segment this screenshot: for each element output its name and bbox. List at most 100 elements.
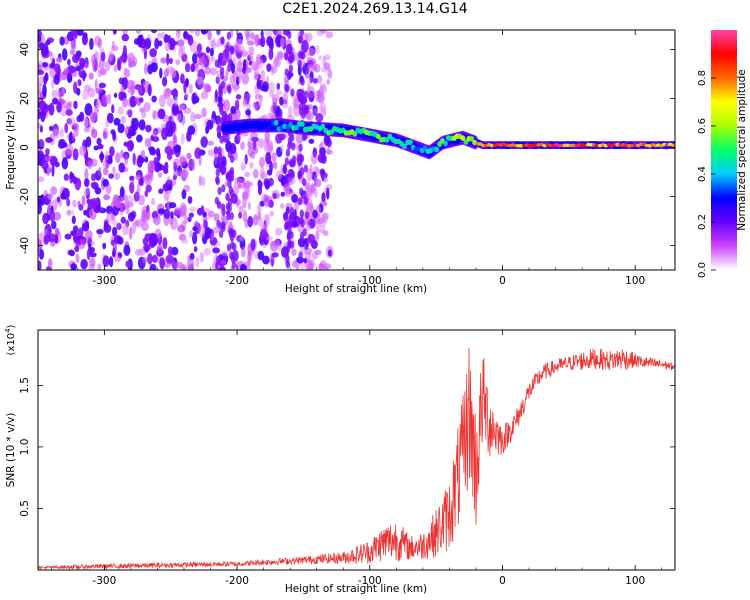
spectrogram-speckle: [38, 35, 42, 43]
spectrogram-speckle: [187, 258, 195, 270]
spectrogram-speckle: [60, 106, 68, 117]
spectrogram-streak: [216, 30, 221, 36]
spectrogram-streak: [218, 230, 224, 238]
snr-y-multiplier-close: ): [6, 324, 17, 328]
spectrogram-speckle: [158, 188, 164, 194]
spectrogram-speckle: [181, 238, 189, 244]
spectrogram-speckle: [83, 187, 90, 196]
spectrogram-speckle: [153, 216, 158, 223]
colorbar-tick-label: 0.8: [697, 70, 708, 86]
spectrogram-speckle: [72, 199, 77, 208]
spectrogram-speckle: [120, 149, 124, 159]
spectrogram-speckle: [41, 43, 49, 56]
spectrogram-streak: [290, 88, 295, 97]
spectrogram-speckle: [312, 209, 318, 219]
spectrogram-speckle: [163, 191, 170, 202]
spectrogram-streak: [284, 222, 289, 231]
spectrogram-streak: [217, 156, 222, 165]
spectrogram-speckle: [202, 55, 209, 68]
spectrogram-streak: [299, 154, 305, 163]
spectrogram-speckle: [157, 172, 163, 178]
spectrogram-streak: [287, 136, 293, 145]
spectrogram-speckle: [84, 103, 93, 116]
spectrogram-speckle: [126, 109, 133, 117]
spectrogram-streak: [285, 148, 291, 157]
spectrogram-speckle: [141, 222, 150, 232]
spectrogram-speckle: [75, 50, 82, 58]
spectrogram-speckle: [49, 125, 54, 132]
spectrogram-speckle: [127, 52, 135, 63]
spectrogram-speckle: [170, 89, 178, 96]
spectrogram-speckle: [102, 255, 110, 267]
spectrogram-speckle: [71, 209, 75, 216]
spectrogram-speckle: [280, 191, 285, 197]
spectrogram-speckle: [192, 53, 198, 64]
spectrogram-speckle: [138, 38, 147, 49]
spectrogram-speckle: [151, 210, 158, 220]
spectrogram-streak: [299, 187, 304, 196]
spectrogram-speckle: [238, 205, 244, 213]
spectrogram-speckle: [208, 210, 215, 218]
spectrogram-speckle: [108, 256, 114, 268]
spectrogram-speckle: [113, 92, 118, 98]
spectrogram-speckle: [163, 34, 169, 44]
spectrogram-speckle: [84, 84, 91, 92]
spectrogram-speckle: [242, 181, 247, 190]
spectrogram-speckle: [152, 130, 158, 138]
spectrogram-speckle: [63, 67, 69, 77]
spectrogram-speckle: [63, 173, 69, 181]
spectrogram-speckle: [66, 144, 74, 155]
spectrogram-ridge-core: [375, 133, 381, 140]
snr-panel: -300 -200 -100 0 100 0.5 1.0 1.5 Height of stra…: [4, 324, 676, 595]
spectrogram-speckle: [320, 102, 327, 115]
spectrogram-speckle: [310, 63, 315, 69]
spectrogram-speckle: [103, 223, 112, 233]
spectrogram-speckle: [245, 109, 252, 116]
snr-y-tick-label: 1.0: [19, 439, 31, 456]
spectrogram-speckle: [205, 230, 210, 240]
spectrogram-speckle: [105, 205, 113, 215]
spectrogram-speckle: [112, 30, 117, 35]
spectrogram-speckle: [94, 78, 98, 91]
spectrogram-speckle: [82, 89, 89, 101]
spectrogram-speckle: [147, 253, 153, 265]
spectrogram-speckle: [198, 224, 206, 238]
spectrogram-speckle: [70, 30, 77, 37]
spectrogram-speckle: [42, 61, 48, 68]
spectrogram-speckle: [238, 75, 242, 84]
spectrogram-speckle: [144, 156, 149, 163]
spectrogram-speckle: [38, 123, 42, 129]
spectrogram-speckle: [166, 97, 174, 108]
spectrogram-streak: [226, 243, 232, 252]
spectrogram-speckle: [91, 128, 98, 139]
spectrogram-speckle: [38, 90, 43, 103]
spectrogram-speckle: [173, 158, 180, 167]
spectrogram-speckle: [200, 176, 206, 187]
spectrogram-speckle: [136, 154, 143, 168]
spectrogram-speckle: [188, 230, 194, 238]
spectrogram-speckle: [157, 151, 161, 162]
spectrogram-speckle: [166, 151, 173, 160]
spectrogram-speckle: [234, 99, 240, 111]
spectrogram-speckle: [123, 244, 131, 256]
spectrogram-ridge-core: [300, 121, 305, 127]
spectrogram-speckle: [100, 51, 106, 62]
spectrogram-speckle: [196, 76, 204, 86]
spectrogram-speckle: [102, 242, 107, 250]
spectrogram-speckle: [207, 149, 214, 157]
spectrogram-speckle: [204, 66, 212, 75]
spectrogram-ridge-core: [294, 124, 299, 131]
spectrogram-streak: [220, 80, 225, 89]
spectrogram-speckle: [129, 84, 135, 97]
spectrogram-speckle: [240, 263, 246, 270]
spectrogram-speckle: [305, 32, 313, 43]
spectrogram-speckle: [48, 102, 55, 116]
spectrogram-speckle: [38, 150, 45, 162]
spectrogram-speckle: [103, 194, 111, 201]
spectrogram-speckle: [61, 87, 65, 95]
spectrogram-speckle: [257, 211, 262, 220]
spectrogram-speckle: [87, 160, 93, 170]
spectrogram-speckle: [166, 88, 171, 94]
spectrogram-speckle: [200, 205, 205, 215]
spectrogram-speckle: [97, 69, 103, 78]
